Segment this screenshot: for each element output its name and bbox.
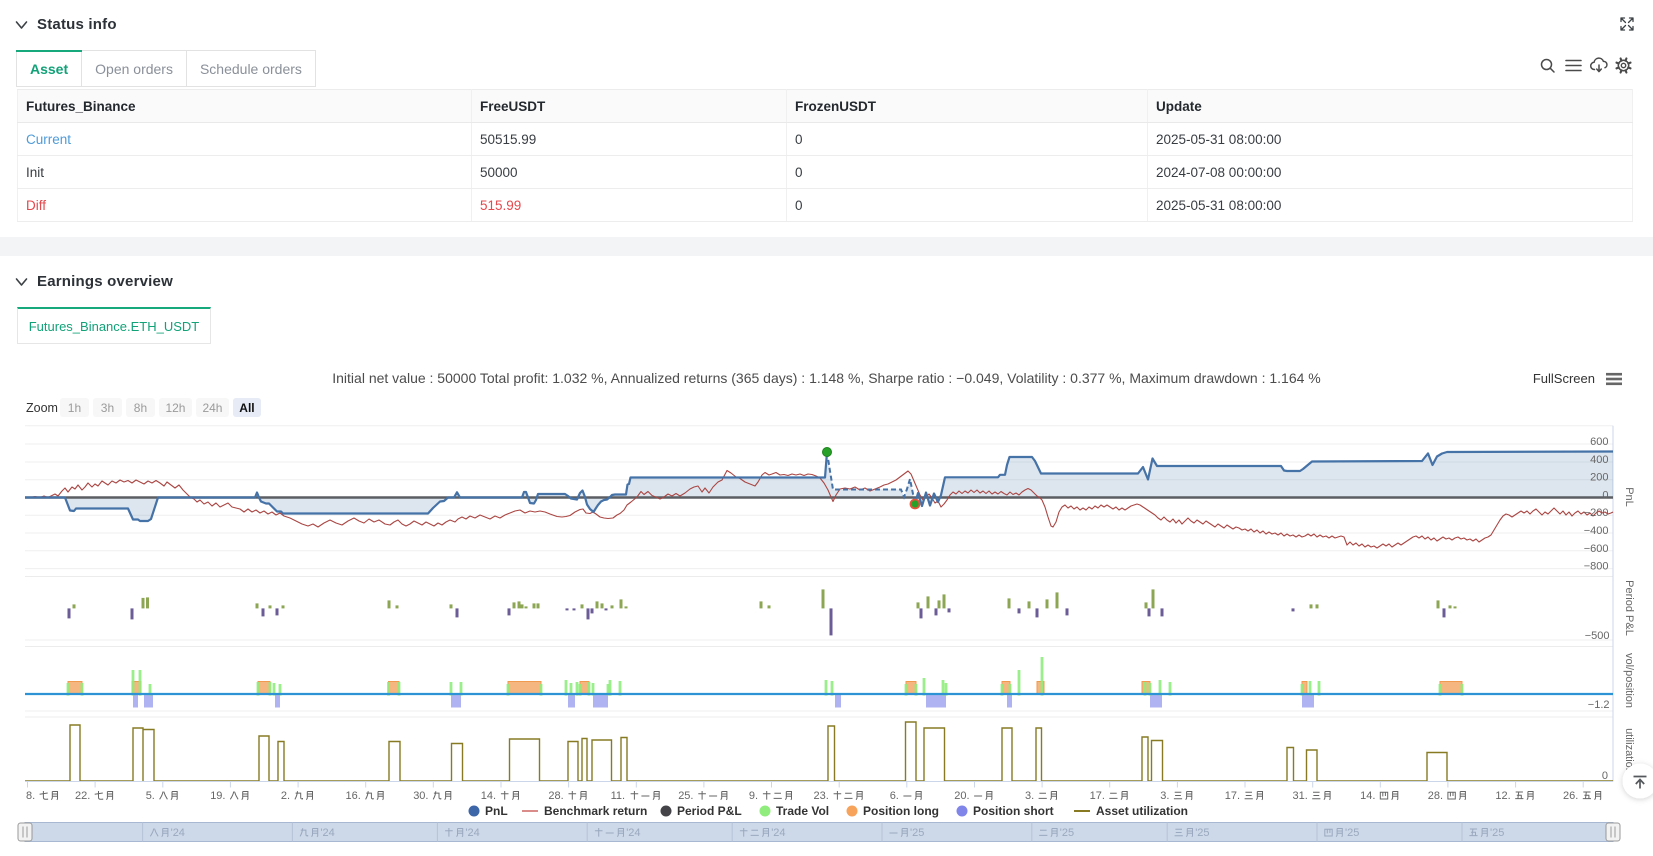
svg-text:11.: 11. (611, 790, 625, 802)
svg-text:14.: 14. (1360, 790, 1375, 802)
svg-text:Position short: Position short (973, 804, 1054, 818)
svg-text:'25: '25 (910, 827, 924, 839)
svg-text:14.: 14. (481, 790, 496, 802)
svg-text:'24: '24 (771, 827, 785, 839)
svg-text:Period P&L: Period P&L (677, 804, 742, 818)
svg-text:'24: '24 (626, 827, 640, 839)
svg-text:−400: −400 (1584, 525, 1609, 537)
svg-text:28.: 28. (548, 790, 563, 802)
svg-text:0: 0 (1602, 490, 1608, 502)
svg-text:31.: 31. (1293, 790, 1308, 802)
svg-text:Period P&L: Period P&L (1623, 580, 1635, 636)
svg-text:Position long: Position long (863, 804, 939, 818)
svg-text:17.: 17. (1225, 790, 1240, 802)
svg-text:20.: 20. (954, 790, 969, 802)
svg-text:vol/position: vol/position (1623, 653, 1635, 708)
svg-text:PnL: PnL (485, 804, 508, 818)
svg-text:−600: −600 (1584, 543, 1609, 555)
svg-text:'25: '25 (1195, 827, 1209, 839)
svg-text:'24: '24 (465, 827, 479, 839)
svg-text:PnL: PnL (1623, 487, 1635, 507)
svg-text:'25: '25 (1490, 827, 1504, 839)
svg-text:'24: '24 (320, 827, 334, 839)
svg-text:600: 600 (1590, 436, 1608, 448)
svg-text:'25: '25 (1060, 827, 1074, 839)
svg-text:'24: '24 (171, 827, 185, 839)
svg-text:2.: 2. (281, 790, 290, 802)
svg-text:−1.2: −1.2 (1588, 699, 1610, 711)
svg-text:17.: 17. (1090, 790, 1105, 802)
svg-text:8.: 8. (26, 790, 35, 802)
svg-text:0: 0 (1602, 770, 1608, 782)
svg-text:Benchmark return: Benchmark return (544, 804, 647, 818)
svg-text:9.: 9. (749, 790, 758, 802)
svg-text:6.: 6. (890, 790, 899, 802)
svg-text:400: 400 (1590, 454, 1608, 466)
svg-text:25.: 25. (678, 790, 693, 802)
svg-text:−200: −200 (1584, 507, 1609, 519)
svg-text:12.: 12. (1495, 790, 1510, 802)
svg-text:−500: −500 (1585, 630, 1610, 642)
svg-text:3.: 3. (1025, 790, 1034, 802)
svg-text:26.: 26. (1563, 790, 1578, 802)
svg-text:3.: 3. (1160, 790, 1169, 802)
svg-text:−800: −800 (1584, 561, 1609, 573)
svg-text:19.: 19. (210, 790, 225, 802)
svg-text:Trade Vol: Trade Vol (776, 804, 829, 818)
svg-text:22.: 22. (75, 790, 90, 802)
svg-text:16.: 16. (346, 790, 361, 802)
svg-text:5.: 5. (146, 790, 155, 802)
svg-text:200: 200 (1590, 472, 1608, 484)
svg-text:'25: '25 (1345, 827, 1359, 839)
svg-text:utilization: utilization (1623, 728, 1635, 774)
svg-text:Asset utilization: Asset utilization (1096, 804, 1188, 818)
svg-text:30.: 30. (413, 790, 428, 802)
svg-text:28.: 28. (1428, 790, 1443, 802)
svg-text:23.: 23. (814, 790, 829, 802)
